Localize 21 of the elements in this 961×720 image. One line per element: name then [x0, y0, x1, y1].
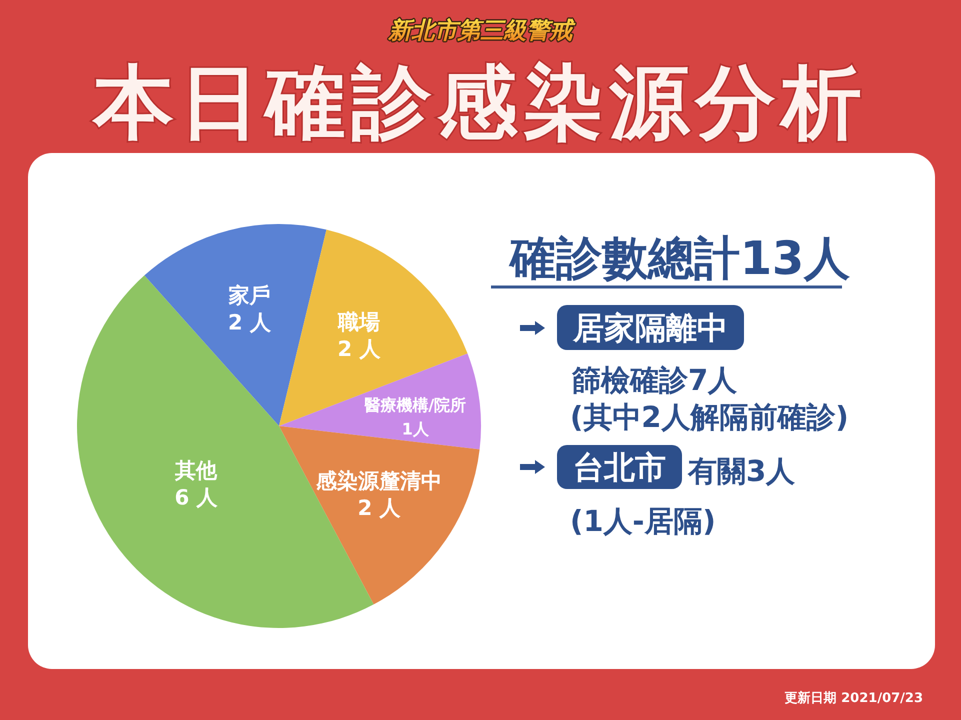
slice-label: 其他: [174, 458, 218, 483]
pie-slice: [144, 224, 326, 426]
slice-label: 家戶: [227, 283, 270, 308]
slice-label: 醫療機構/院所: [364, 395, 466, 414]
text: 台北市: [573, 450, 666, 486]
text: 有關3人: [687, 454, 796, 488]
text: 居家隔離中: [572, 310, 728, 347]
text: (其中2人解隔前確診): [570, 400, 849, 434]
data-label: 2 人: [228, 310, 272, 334]
data-label: 1人: [402, 419, 430, 438]
data-label: 6 人: [174, 486, 219, 510]
slice-label: 職場: [336, 310, 380, 334]
text: 篩檢確診7人: [571, 363, 738, 397]
text: 確診數總計13人: [508, 231, 850, 285]
data-label: 2 人: [358, 496, 402, 520]
slice-label: 感染源釐清中: [315, 469, 442, 494]
text: 更新日期 2021/07/23: [784, 690, 923, 706]
chart-subtitle: 新北市第三級警戒: [388, 17, 576, 44]
chart-title: 本日確診感染源分析: [92, 56, 868, 149]
data-label: 2 人: [337, 336, 382, 361]
text: (1人-居隔): [570, 504, 716, 538]
